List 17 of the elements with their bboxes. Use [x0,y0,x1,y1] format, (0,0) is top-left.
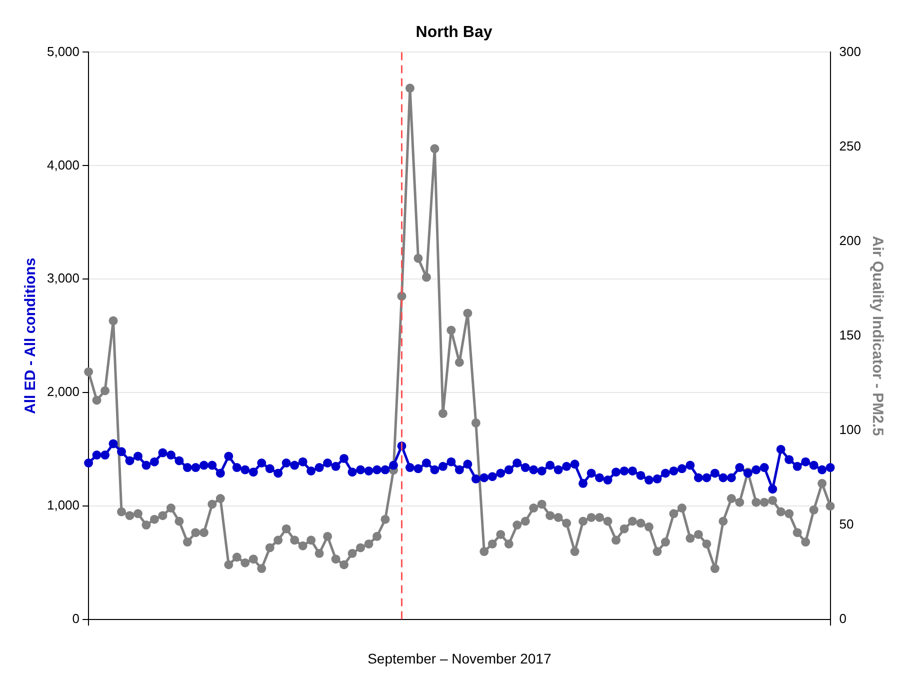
y2-tick-label: 50 [839,516,854,532]
y-tick-label: 4,000 [46,157,80,172]
y2-tick-label: 300 [839,44,862,59]
y2-tick-label: 200 [839,232,862,248]
y2-tick-label: 250 [839,138,862,154]
y-tick-label: 2,000 [46,384,80,400]
y2-tick-label: 0 [839,611,847,626]
y-tick-label: 5,000 [46,44,80,59]
y-axis-title: All ED - All conditions [22,258,40,414]
x-axis-title: September – November 2017 [368,650,552,666]
chart-title: North Bay [416,24,492,42]
y2-axis-title: Air Quality Indicator - PM2.5 [868,236,886,436]
y-tick-label: 0 [72,611,80,626]
y2-tick-label: 100 [839,422,862,438]
y-tick-label: 3,000 [46,270,80,286]
y-tick-label: 1,000 [46,498,80,513]
y2-tick-label: 150 [839,327,862,342]
